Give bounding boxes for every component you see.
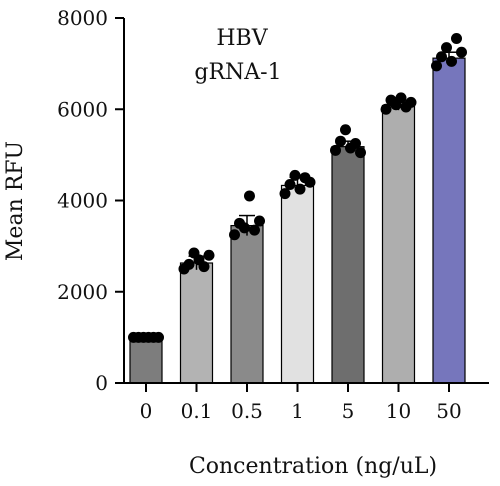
bars-group	[129, 57, 466, 384]
data-point-6-2	[441, 42, 452, 54]
data-point-3-2	[289, 169, 301, 181]
data-point-4-0	[330, 144, 341, 156]
data-point-6-3	[446, 55, 457, 67]
y-tick-label-0: 0	[95, 371, 108, 395]
bar-3	[280, 184, 315, 384]
x-ticks-group: 0 0.1 0.5 1 5 10 50	[140, 383, 462, 423]
data-point-5-3	[395, 92, 407, 104]
x-tick-label-2: 0.5	[231, 399, 263, 423]
x-tick-label-5: 10	[386, 399, 411, 423]
data-point-5-0	[380, 103, 392, 115]
data-point-6-0	[431, 60, 442, 72]
data-point-5-5	[405, 96, 417, 108]
y-tick-label-1: 2000	[57, 280, 108, 304]
data-point-3-3	[294, 183, 306, 195]
y-axis-title: Mean RFU	[3, 141, 28, 261]
y-tick-label-3: 6000	[57, 97, 108, 121]
y-tick-label-2: 4000	[57, 189, 108, 213]
data-point-2-5	[254, 215, 265, 227]
bar-5	[381, 104, 416, 384]
data-point-1-5	[203, 249, 215, 261]
bar-2	[230, 224, 264, 384]
data-point-0-5	[153, 331, 164, 343]
data-point-6-4	[451, 33, 462, 45]
data-point-1-4	[198, 261, 210, 273]
x-tick-label-1: 0.1	[181, 399, 213, 423]
data-point-4-4	[350, 137, 361, 149]
data-point-1-1	[183, 258, 195, 270]
data-point-4-2	[340, 124, 351, 136]
annotation-line-2: gRNA-1	[194, 60, 281, 85]
bar-6	[432, 57, 466, 384]
data-point-2-4	[249, 224, 260, 236]
data-point-6-5	[456, 46, 467, 58]
x-axis-title: Concentration (ng/uL)	[189, 454, 437, 479]
data-point-2-2	[239, 222, 250, 234]
data-point-3-5	[304, 176, 316, 188]
x-tick-label-6: 50	[436, 399, 461, 423]
y-ticks-group: 0 2000 4000 6000 8000	[57, 6, 124, 395]
data-point-2-0	[229, 229, 240, 241]
data-points-group	[128, 33, 467, 343]
data-point-6-1	[436, 51, 447, 63]
x-tick-label-0: 0	[140, 399, 153, 423]
y-tick-label-4: 8000	[57, 6, 108, 30]
data-point-4-1	[335, 135, 346, 147]
bar-4	[331, 146, 365, 384]
data-point-2-3	[244, 190, 255, 202]
x-tick-label-3: 1	[291, 399, 304, 423]
bar-1	[179, 262, 214, 384]
annotation-line-1: HBV	[216, 26, 268, 51]
bar-0	[129, 336, 163, 384]
x-tick-label-4: 5	[342, 399, 355, 423]
data-point-3-0	[279, 188, 291, 200]
data-point-3-1	[284, 179, 296, 191]
data-point-4-5	[355, 147, 366, 159]
